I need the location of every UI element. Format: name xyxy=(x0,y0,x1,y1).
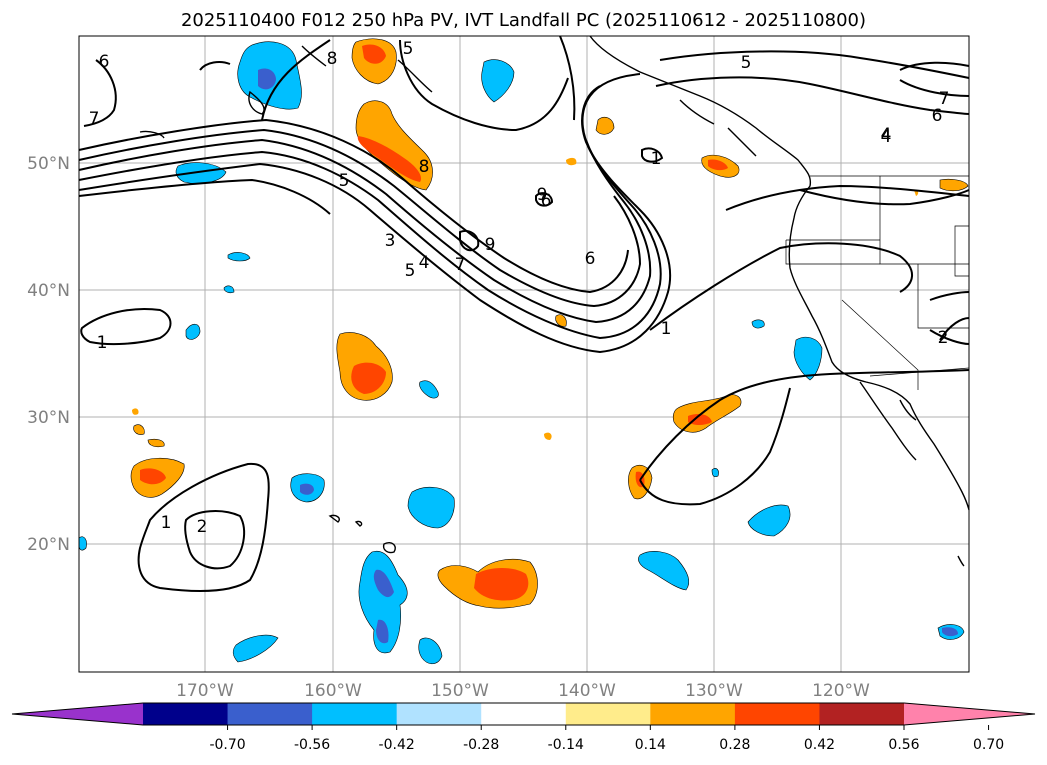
contour-label: 7 xyxy=(455,255,466,275)
contour-label: 1 xyxy=(661,319,672,339)
contour-label: 2 xyxy=(197,517,208,537)
pv-blob-blue-california xyxy=(793,336,823,381)
map-frame xyxy=(78,35,970,673)
pv-blob-blue-gulf xyxy=(481,59,515,103)
contour-label: 7 xyxy=(939,89,950,109)
colorbar-segment xyxy=(650,703,736,725)
colorbar-tick-label: 0.14 xyxy=(635,737,666,753)
colorbar-segment xyxy=(565,703,651,725)
contour-label: 5 xyxy=(741,53,752,73)
colorbar-tick-label: 0.70 xyxy=(973,737,1004,753)
coastlines xyxy=(139,35,970,567)
colorbar-tick-label: -0.42 xyxy=(379,737,415,753)
contour-label: 1 xyxy=(97,333,108,353)
contour-label: 6 xyxy=(99,52,110,72)
contour-label: 4 xyxy=(881,125,892,145)
pv-blob-blue-center xyxy=(407,486,455,529)
colorbar-tick-label: 0.28 xyxy=(719,737,750,753)
pv-contours xyxy=(78,35,970,592)
contour-label: 1 xyxy=(651,149,662,169)
contour-label: 4 xyxy=(881,127,892,147)
lon-label-120w: 120°W xyxy=(812,681,870,701)
contour-label: 9 xyxy=(537,185,548,205)
lat-label-20n: 20°N xyxy=(27,535,70,555)
contour-label: 6 xyxy=(932,106,943,126)
lon-label-160w: 160°W xyxy=(304,681,362,701)
colorbar-segment xyxy=(819,703,905,725)
lat-label-30n: 30°N xyxy=(27,408,70,428)
contour-label: 1 xyxy=(161,513,172,533)
latitude-labels: 50°N 40°N 30°N 20°N xyxy=(27,154,70,555)
colorbar-segment xyxy=(143,703,229,725)
colorbar-tick-label: -0.28 xyxy=(463,737,499,753)
contour-label: 8 xyxy=(327,49,338,69)
colorbar-tick-label: -0.14 xyxy=(548,737,584,753)
contour-label: 8 xyxy=(419,157,430,177)
colorbar-tick-label: -0.70 xyxy=(209,737,245,753)
longitude-labels: 170°W 160°W 150°W 140°W 130°W 120°W xyxy=(176,681,870,701)
figure-title: 2025110400 F012 250 hPa PV, IVT Landfall… xyxy=(180,10,867,31)
colorbar-tick-label: 0.56 xyxy=(888,737,919,753)
colorbar-segment xyxy=(312,703,398,725)
lon-label-140w: 140°W xyxy=(558,681,616,701)
contour-label: 6 xyxy=(585,249,596,269)
contour-label: 6 xyxy=(541,191,552,211)
contour-label: 3 xyxy=(385,231,396,251)
political-borders xyxy=(785,175,970,390)
colorbar: -0.70 -0.56 -0.42 -0.28 -0.14 0.14 0.28 0.42 0.5… xyxy=(11,702,1036,753)
colorbar-segment xyxy=(227,703,313,725)
contour-label: 2 xyxy=(938,328,949,348)
colorbar-tick-label: -0.56 xyxy=(294,737,330,753)
lat-label-40n: 40°N xyxy=(27,281,70,301)
contour-label: 4 xyxy=(419,253,430,273)
lon-label-170w: 170°W xyxy=(176,681,234,701)
pv-blob-blue-hawaii xyxy=(358,550,408,654)
contour-label: 5 xyxy=(339,171,350,191)
contour-label: 5 xyxy=(403,39,414,59)
graticule xyxy=(79,36,969,672)
lon-label-130w: 130°W xyxy=(685,681,743,701)
pv-negative-areas xyxy=(78,41,965,665)
contour-label: 5 xyxy=(405,261,416,281)
colorbar-segment xyxy=(396,703,482,725)
colorbar-extend-min xyxy=(12,703,143,725)
colorbar-extend-max xyxy=(904,703,1035,725)
colorbar-tick-label: 0.42 xyxy=(804,737,835,753)
colorbar-segment xyxy=(734,703,820,725)
lat-label-50n: 50°N xyxy=(27,154,70,174)
colorbar-segment xyxy=(481,703,567,725)
contour-labels: 6 7 5 8 5 4 7 6 4 5 8 1 9 6 9 3 4 7 5 6 … xyxy=(89,39,950,537)
colorbar-outline xyxy=(11,702,1036,726)
lon-label-150w: 150°W xyxy=(431,681,489,701)
contour-label: 9 xyxy=(485,235,496,255)
contour-label: 7 xyxy=(89,109,100,129)
